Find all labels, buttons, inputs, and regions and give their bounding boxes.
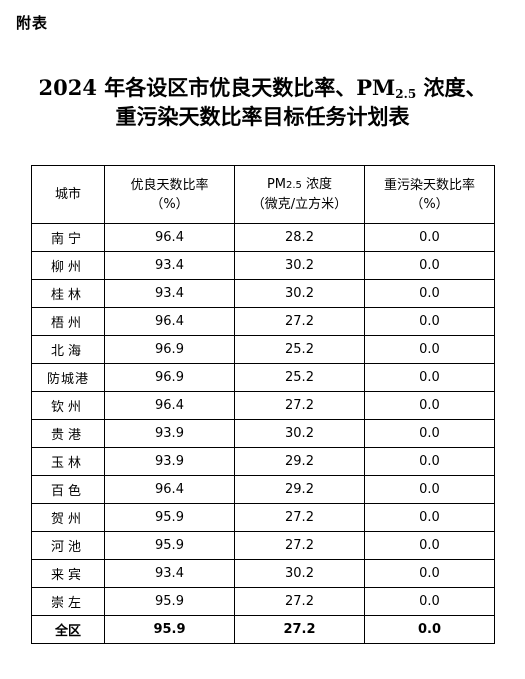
header-heavy-pollution: 重污染天数比率 （%） — [364, 165, 495, 224]
header-pm25-post: 浓度 — [301, 177, 333, 192]
good-days-cell: 95.9 — [104, 531, 235, 560]
city-cell: 南宁 — [31, 223, 105, 252]
header-pm25-pre: PM — [266, 177, 286, 192]
city-cell: 梧州 — [31, 307, 105, 336]
pm25-cell: 27.2 — [234, 307, 365, 336]
good-days-cell: 93.9 — [104, 447, 235, 476]
heavy-cell: 0.0 — [364, 447, 495, 476]
header-pm25-label: PM2.5 浓度 — [235, 175, 364, 195]
table-row: 河池 95.9 27.2 0.0 — [31, 531, 495, 560]
document-title-line1: 2024 年各设区市优良天数比率、PM2.5 浓度、 — [0, 74, 525, 105]
table-row: 钦州 96.4 27.2 0.0 — [31, 391, 495, 420]
header-heavy-label: 重污染天数比率 — [383, 177, 475, 193]
good-days-cell: 96.9 — [104, 335, 235, 364]
pm25-cell: 27.2 — [234, 531, 365, 560]
pm25-cell: 29.2 — [234, 447, 365, 476]
header-heavy-unit: （%） — [410, 196, 449, 212]
good-days-cell: 96.4 — [104, 307, 235, 336]
total-good-days-cell: 95.9 — [104, 615, 235, 644]
target-table: 城市 优良天数比率 （%） PM2.5 浓度 （微克/立方米） 重污染天数比率 （%）… — [31, 165, 495, 644]
city-cell: 崇左 — [31, 587, 105, 616]
header-good-days-unit: （%） — [150, 196, 189, 212]
header-city: 城市 — [31, 165, 105, 224]
city-cell: 贵港 — [31, 419, 105, 448]
good-days-cell: 95.9 — [104, 587, 235, 616]
header-good-days: 优良天数比率 （%） — [104, 165, 235, 224]
header-good-days-label: 优良天数比率 — [130, 177, 209, 193]
table-total-row: 全区 95.9 27.2 0.0 — [31, 615, 495, 644]
table-row: 崇左 95.9 27.2 0.0 — [31, 587, 495, 616]
good-days-cell: 96.4 — [104, 223, 235, 252]
city-cell: 柳州 — [31, 251, 105, 280]
table-row: 北海 96.9 25.2 0.0 — [31, 335, 495, 364]
heavy-cell: 0.0 — [364, 335, 495, 364]
heavy-cell: 0.0 — [364, 559, 495, 588]
city-cell: 防城港 — [31, 363, 105, 392]
heavy-cell: 0.0 — [364, 419, 495, 448]
good-days-cell: 93.4 — [104, 559, 235, 588]
table-row: 防城港 96.9 25.2 0.0 — [31, 363, 495, 392]
city-cell: 玉林 — [31, 447, 105, 476]
table-row: 桂林 93.4 30.2 0.0 — [31, 279, 495, 308]
good-days-cell: 93.9 — [104, 419, 235, 448]
header-pm25-unit: （微克/立方米） — [251, 197, 348, 212]
city-cell: 贺州 — [31, 503, 105, 532]
heavy-cell: 0.0 — [364, 223, 495, 252]
table-row: 贵港 93.9 30.2 0.0 — [31, 419, 495, 448]
title-post: 浓度、 — [416, 75, 487, 100]
table-row: 梧州 96.4 27.2 0.0 — [31, 307, 495, 336]
pm25-cell: 30.2 — [234, 251, 365, 280]
city-cell: 河池 — [31, 531, 105, 560]
city-cell: 北海 — [31, 335, 105, 364]
pm25-cell: 28.2 — [234, 223, 365, 252]
appendix-label: 附表 — [16, 14, 49, 32]
good-days-cell: 93.4 — [104, 279, 235, 308]
header-pm25: PM2.5 浓度 （微克/立方米） — [234, 165, 365, 224]
heavy-cell: 0.0 — [364, 363, 495, 392]
header-pm25-sub: 2.5 — [286, 180, 302, 191]
total-pm25-cell: 27.2 — [234, 615, 365, 644]
table-row: 柳州 93.4 30.2 0.0 — [31, 251, 495, 280]
city-cell: 百色 — [31, 475, 105, 504]
pm25-cell: 29.2 — [234, 475, 365, 504]
city-cell: 桂林 — [31, 279, 105, 308]
city-cell: 钦州 — [31, 391, 105, 420]
good-days-cell: 96.9 — [104, 363, 235, 392]
table-row: 来宾 93.4 30.2 0.0 — [31, 559, 495, 588]
good-days-cell: 95.9 — [104, 503, 235, 532]
heavy-cell: 0.0 — [364, 587, 495, 616]
total-heavy-cell: 0.0 — [364, 615, 495, 644]
document-title-line2: 重污染天数比率目标任务计划表 — [115, 104, 410, 129]
title-pre: 2024 年各设区市优良天数比率、PM — [38, 75, 396, 100]
good-days-cell: 96.4 — [104, 475, 235, 504]
title-subscript: 2.5 — [395, 87, 417, 101]
pm25-cell: 27.2 — [234, 503, 365, 532]
pm25-cell: 30.2 — [234, 279, 365, 308]
heavy-cell: 0.0 — [364, 279, 495, 308]
pm25-cell: 25.2 — [234, 335, 365, 364]
table-row: 百色 96.4 29.2 0.0 — [31, 475, 495, 504]
table-row: 贺州 95.9 27.2 0.0 — [31, 503, 495, 532]
pm25-cell: 30.2 — [234, 559, 365, 588]
heavy-cell: 0.0 — [364, 475, 495, 504]
heavy-cell: 0.0 — [364, 531, 495, 560]
city-cell: 来宾 — [31, 559, 105, 588]
table-header-row: 城市 优良天数比率 （%） PM2.5 浓度 （微克/立方米） 重污染天数比率 （%） — [31, 165, 495, 224]
heavy-cell: 0.0 — [364, 391, 495, 420]
pm25-cell: 25.2 — [234, 363, 365, 392]
table-row: 南宁 96.4 28.2 0.0 — [31, 223, 495, 252]
pm25-cell: 27.2 — [234, 391, 365, 420]
heavy-cell: 0.0 — [364, 307, 495, 336]
heavy-cell: 0.0 — [364, 251, 495, 280]
pm25-cell: 27.2 — [234, 587, 365, 616]
heavy-cell: 0.0 — [364, 503, 495, 532]
pm25-cell: 30.2 — [234, 419, 365, 448]
total-city-cell: 全区 — [31, 615, 105, 644]
table-row: 玉林 93.9 29.2 0.0 — [31, 447, 495, 476]
good-days-cell: 96.4 — [104, 391, 235, 420]
good-days-cell: 93.4 — [104, 251, 235, 280]
